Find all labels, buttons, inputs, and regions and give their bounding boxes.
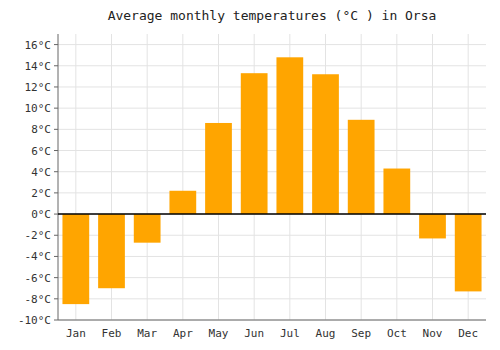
x-tick-label: Nov xyxy=(423,327,443,340)
bar xyxy=(348,120,375,214)
x-tick-label: Jul xyxy=(280,327,300,340)
y-grid-line xyxy=(58,150,486,151)
bars xyxy=(62,57,481,304)
y-tick xyxy=(54,256,58,257)
x-axis-line xyxy=(58,320,486,321)
y-tick-label: -2°C xyxy=(25,229,52,242)
y-grid-line xyxy=(58,298,486,299)
y-tick xyxy=(54,65,58,66)
x-grid-line xyxy=(432,34,433,320)
y-tick-label: 0°C xyxy=(31,208,51,221)
bar xyxy=(205,123,232,214)
y-tick xyxy=(54,129,58,130)
y-tick-label: 14°C xyxy=(25,60,52,73)
y-tick xyxy=(54,298,58,299)
bar xyxy=(312,74,339,214)
y-tick-label: 4°C xyxy=(31,166,51,179)
x-tick-label: Oct xyxy=(387,327,407,340)
x-tick-label: Feb xyxy=(102,327,122,340)
grid xyxy=(58,34,486,320)
y-grid-line xyxy=(58,214,486,215)
y-tick-label: 12°C xyxy=(25,81,52,94)
y-grid-line xyxy=(58,192,486,193)
y-tick xyxy=(54,171,58,172)
y-tick-label: 8°C xyxy=(31,123,51,136)
axes: -10°C -8°C -6°C -4°C -2°C 0°C 2°C 4°C 6°C 8°C 10°C… xyxy=(18,34,486,340)
bar xyxy=(98,214,125,288)
bar xyxy=(455,214,482,291)
y-grid-line xyxy=(58,129,486,130)
y-tick xyxy=(54,192,58,193)
y-grid-line xyxy=(58,65,486,66)
chart-title: Average monthly temperatures (°C ) in Or… xyxy=(108,8,437,23)
x-tick-label: Jan xyxy=(66,327,86,340)
chart-container: Average monthly temperatures (°C ) in Or… xyxy=(0,0,500,350)
y-tick-label: -8°C xyxy=(25,293,52,306)
bar xyxy=(62,214,89,304)
x-tick-label: Jun xyxy=(244,327,264,340)
y-tick xyxy=(54,235,58,236)
bar xyxy=(383,169,410,215)
y-tick xyxy=(54,320,58,321)
y-grid-line xyxy=(58,44,486,45)
y-tick xyxy=(54,214,58,215)
y-tick-label: -10°C xyxy=(18,314,51,327)
y-tick-label: 2°C xyxy=(31,187,51,200)
y-tick xyxy=(54,277,58,278)
y-tick xyxy=(54,44,58,45)
x-grid-line xyxy=(147,34,148,320)
x-tick-label: Mar xyxy=(137,327,157,340)
bar xyxy=(134,214,161,243)
y-axis-line xyxy=(58,34,59,320)
x-tick-label: May xyxy=(209,327,229,340)
y-grid-line xyxy=(58,86,486,87)
y-tick-label: 6°C xyxy=(31,145,51,158)
bar xyxy=(276,57,303,214)
x-tick-label: Sep xyxy=(351,327,371,340)
x-tick-label: Aug xyxy=(316,327,336,340)
y-tick-label: 16°C xyxy=(25,39,52,52)
y-tick-label: -4°C xyxy=(25,250,52,263)
x-grid-line xyxy=(182,34,183,320)
bar xyxy=(419,214,446,238)
y-tick xyxy=(54,108,58,109)
y-grid-line xyxy=(58,320,486,321)
y-tick xyxy=(54,150,58,151)
y-tick xyxy=(54,86,58,87)
y-grid-line xyxy=(58,171,486,172)
x-tick-label: Apr xyxy=(173,327,193,340)
bar xyxy=(169,191,196,214)
bar xyxy=(241,73,268,214)
y-tick-label: -6°C xyxy=(25,272,52,285)
y-tick-label: 10°C xyxy=(25,102,52,115)
zero-line xyxy=(58,213,486,215)
x-tick-label: Dec xyxy=(458,327,478,340)
y-grid-line xyxy=(58,108,486,109)
chart-svg: Average monthly temperatures (°C ) in Or… xyxy=(0,0,500,350)
